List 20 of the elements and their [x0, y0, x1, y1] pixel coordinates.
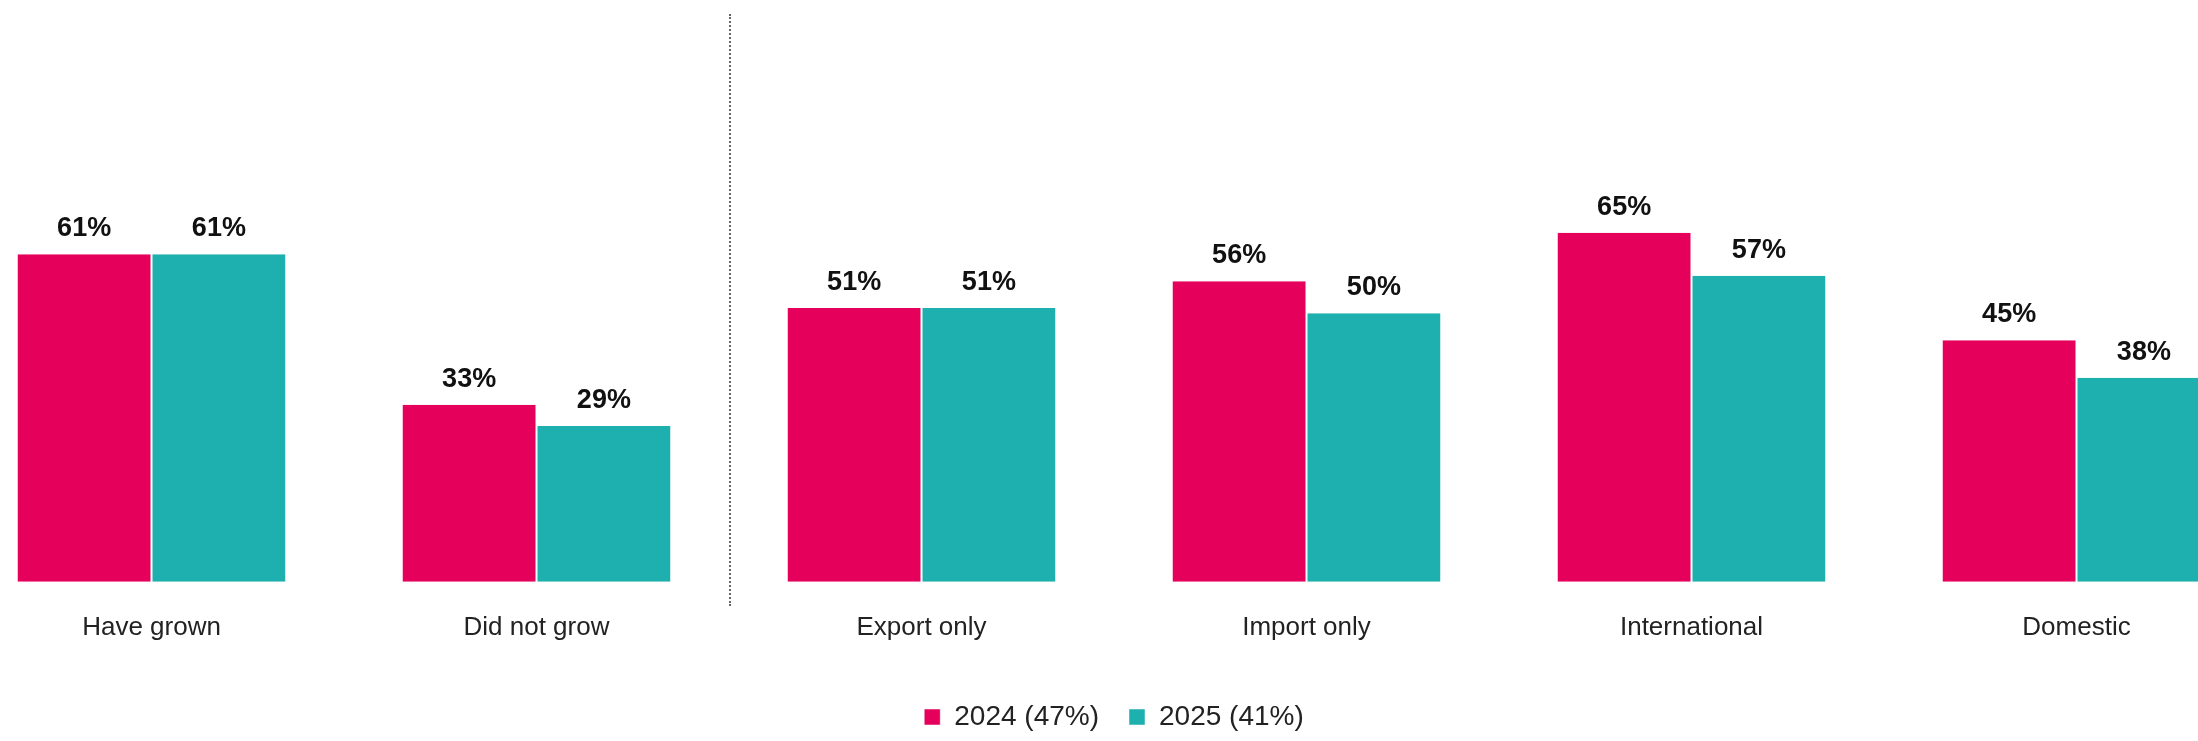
x-tick-label: Domestic [2022, 610, 2131, 641]
data-label: 38% [2116, 335, 2171, 366]
data-label: 57% [1731, 233, 1786, 264]
data-label: 61% [57, 212, 112, 243]
data-label: 51% [961, 265, 1016, 296]
legend-label: 2024 (47%) [954, 699, 1100, 731]
data-label: 33% [442, 362, 497, 393]
data-label: 29% [576, 384, 631, 415]
data-label: 51% [827, 265, 882, 296]
data-label: 45% [1982, 298, 2037, 329]
data-label: 61% [191, 212, 246, 243]
data-label: 56% [1212, 239, 1267, 270]
data-label: 65% [1597, 190, 1652, 221]
x-tick-label: International [1619, 610, 1764, 641]
x-tick-label: Did not grow [463, 610, 610, 641]
x-tick-label: Have grown [82, 610, 221, 641]
data-label: 50% [1346, 271, 1401, 302]
x-tick-label: Import only [1242, 610, 1371, 641]
x-tick-label: Export only [856, 610, 987, 641]
legend-label: 2025 (41%) [1159, 699, 1304, 731]
